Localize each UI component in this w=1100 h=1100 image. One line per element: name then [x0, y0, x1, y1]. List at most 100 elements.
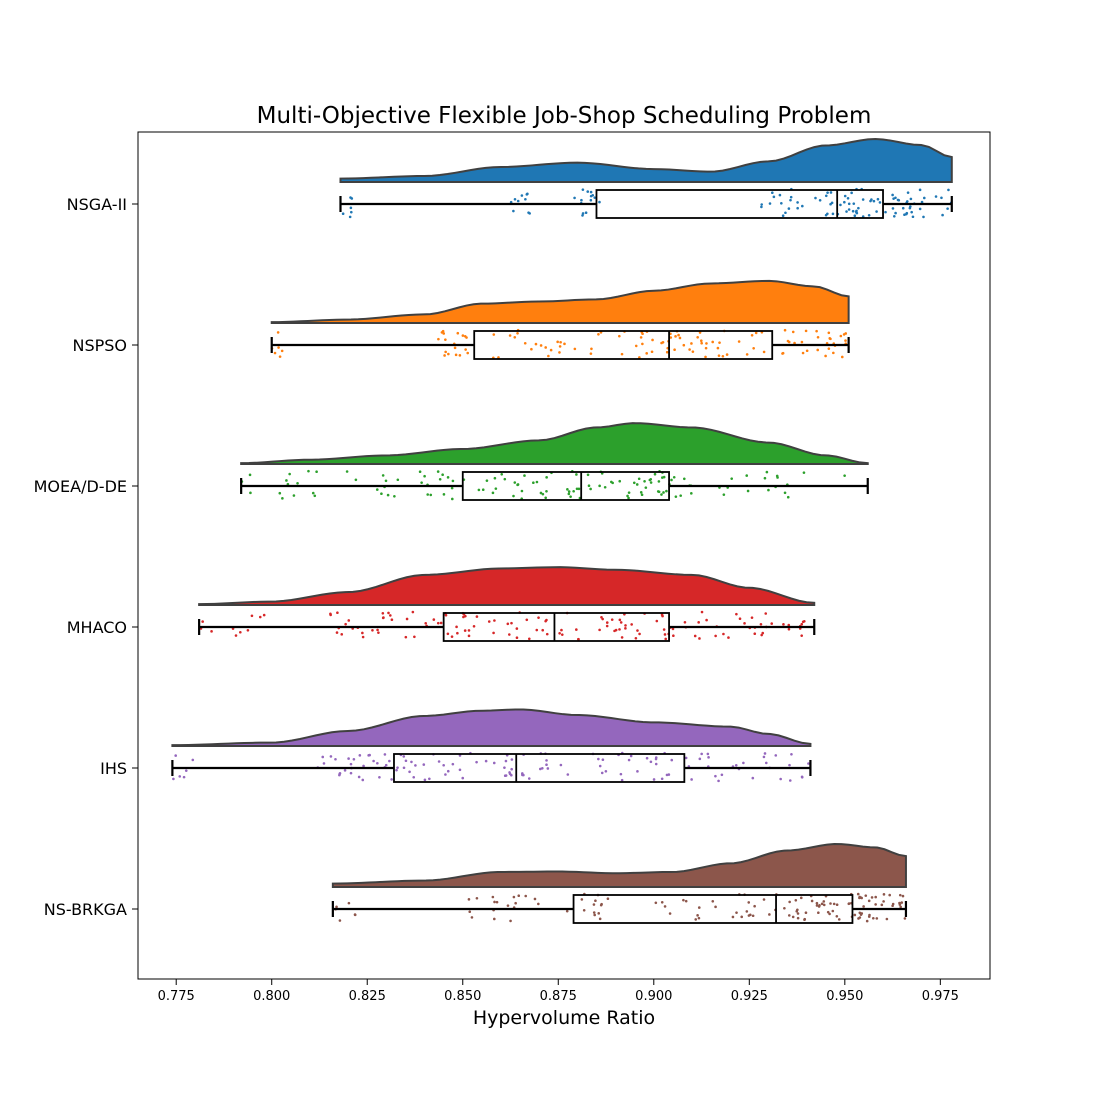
data-point	[580, 898, 584, 901]
data-point	[878, 201, 882, 204]
data-point	[311, 491, 315, 495]
data-point	[844, 339, 847, 342]
data-point	[423, 474, 426, 478]
data-point	[477, 488, 481, 492]
data-point	[789, 198, 792, 202]
data-point	[545, 763, 548, 767]
density-cloud	[240, 422, 869, 465]
data-point	[664, 637, 668, 641]
data-point	[466, 351, 470, 355]
data-point	[762, 755, 766, 759]
data-point	[641, 342, 644, 346]
data-point	[635, 483, 639, 486]
data-point	[804, 911, 808, 915]
data-point	[789, 195, 793, 199]
data-point	[796, 916, 800, 920]
data-point	[412, 775, 416, 779]
data-point	[598, 484, 601, 488]
data-point	[493, 476, 497, 480]
data-point	[539, 491, 543, 495]
data-point	[683, 477, 686, 481]
data-point	[292, 494, 296, 497]
data-point	[467, 634, 471, 638]
data-point	[567, 492, 571, 496]
data-point	[472, 624, 476, 628]
data-point	[565, 909, 569, 913]
data-point	[727, 636, 730, 639]
data-point	[475, 615, 479, 618]
data-point	[663, 905, 667, 908]
data-point	[468, 910, 472, 914]
data-point	[860, 896, 863, 900]
data-point	[446, 476, 450, 479]
data-point	[361, 778, 365, 782]
data-point	[764, 612, 768, 615]
data-point	[802, 471, 806, 474]
data-point	[343, 769, 347, 772]
data-point	[743, 622, 746, 625]
data-point	[858, 896, 861, 900]
data-point	[787, 207, 791, 210]
data-point	[656, 490, 660, 493]
data-point	[396, 478, 400, 482]
data-point	[315, 470, 318, 474]
data-point	[495, 900, 499, 904]
data-point	[450, 635, 454, 638]
data-point	[853, 913, 857, 917]
data-point	[662, 475, 666, 479]
data-point	[451, 479, 455, 483]
data-point	[534, 342, 538, 346]
data-point	[413, 635, 416, 639]
data-point	[652, 778, 656, 781]
data-point	[644, 486, 648, 489]
data-point	[872, 199, 876, 203]
data-point	[560, 633, 564, 637]
data-point	[760, 205, 763, 209]
data-point	[645, 756, 649, 760]
data-point	[307, 469, 310, 473]
data-point	[463, 629, 467, 632]
data-point	[909, 197, 913, 201]
data-point	[506, 622, 510, 626]
data-point	[313, 494, 317, 498]
data-point	[544, 346, 547, 349]
data-point	[336, 611, 339, 614]
data-point	[377, 631, 380, 634]
data-point	[575, 473, 578, 476]
data-point	[618, 628, 621, 631]
data-point	[627, 496, 630, 500]
data-point	[851, 209, 855, 213]
data-point	[362, 764, 365, 768]
data-point	[918, 207, 922, 211]
data-point	[371, 629, 374, 632]
data-point	[545, 489, 548, 493]
data-point	[424, 622, 428, 625]
data-point	[444, 350, 447, 354]
data-point	[891, 193, 894, 197]
data-point	[281, 497, 284, 500]
data-point	[782, 623, 785, 626]
data-point	[654, 762, 658, 766]
data-point	[870, 198, 873, 201]
data-point	[768, 913, 771, 916]
data-point	[820, 902, 824, 906]
data-point	[735, 911, 738, 914]
data-point	[492, 761, 496, 765]
data-point	[481, 488, 485, 492]
data-point	[682, 343, 686, 347]
data-point	[716, 346, 720, 350]
data-point	[875, 210, 878, 213]
data-point	[677, 333, 680, 337]
data-point	[704, 346, 708, 350]
data-point	[487, 620, 491, 623]
data-point	[598, 764, 602, 768]
data-point	[512, 494, 515, 498]
x-axis-label: Hypervolume Ratio	[473, 1007, 655, 1029]
data-point	[276, 331, 280, 334]
data-point	[663, 633, 667, 636]
data-point	[894, 196, 897, 200]
data-point	[234, 634, 238, 637]
data-point	[589, 194, 593, 198]
data-point	[697, 916, 701, 920]
data-point	[443, 354, 446, 357]
